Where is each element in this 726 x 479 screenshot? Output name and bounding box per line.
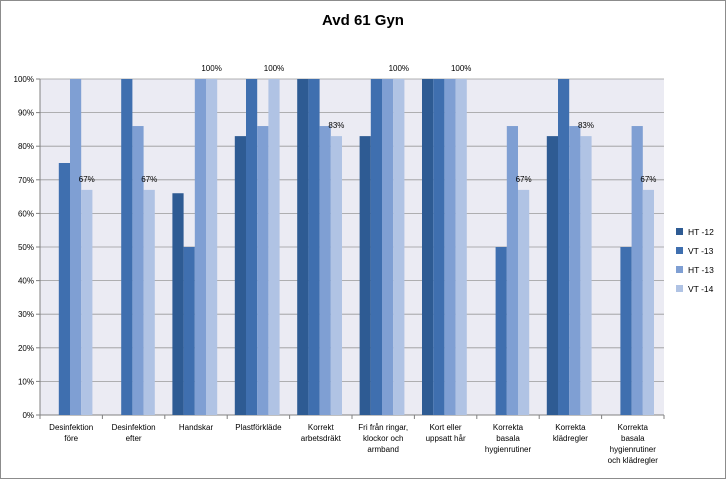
legend-item: VT -14 [676, 279, 722, 298]
y-tick-label: 30% [18, 310, 34, 319]
y-tick-label: 40% [18, 277, 34, 286]
bar [81, 189, 93, 415]
y-tick-label: 80% [18, 142, 34, 151]
legend-swatch [676, 247, 683, 254]
bar [246, 79, 258, 415]
legend-label: HT -12 [688, 226, 714, 237]
bar [183, 247, 195, 415]
bar [546, 136, 558, 415]
bar [58, 163, 70, 415]
bar [257, 126, 269, 415]
category-label: klockor och [363, 434, 403, 443]
bar [370, 79, 382, 415]
chart-title: Avd 61 Gyn [322, 12, 404, 29]
legend-swatch [676, 285, 683, 292]
legend: HT -12 VT -13 HT -13 VT -14 [676, 222, 722, 298]
y-tick-label: 10% [18, 377, 34, 386]
bar [444, 79, 456, 415]
bar [206, 79, 218, 415]
bar [121, 79, 133, 415]
category-label: Korrekt [308, 423, 335, 432]
legend-label: VT -13 [688, 245, 714, 256]
category-label: hygienrutiner [610, 445, 657, 454]
legend-item: VT -13 [676, 241, 722, 260]
category-label: Korrekta [618, 423, 649, 432]
data-label: 67% [516, 175, 532, 184]
y-tick-label: 90% [18, 109, 34, 118]
category-label: hygienrutiner [485, 445, 532, 454]
y-tick-label: 60% [18, 209, 34, 218]
legend-item: HT -13 [676, 260, 722, 279]
bar [495, 247, 507, 415]
legend-swatch [676, 266, 683, 273]
category-label: och klädregler [608, 456, 659, 465]
category-label: Handskar [179, 423, 214, 432]
category-label: Kort eller [430, 423, 462, 432]
data-label: 67% [79, 175, 95, 184]
bar [382, 79, 394, 415]
bar [620, 247, 632, 415]
bar [70, 79, 82, 415]
category-label: Desinfektion [49, 423, 93, 432]
category-label: basala [496, 434, 520, 443]
bar [359, 136, 371, 415]
y-tick-label: 0% [22, 411, 34, 420]
data-label: 100% [451, 64, 471, 73]
category-label: efter [126, 434, 142, 443]
bar [518, 189, 530, 415]
category-label: armband [367, 445, 399, 454]
data-label: 83% [578, 121, 594, 130]
y-tick-label: 20% [18, 344, 34, 353]
legend-item: HT -12 [676, 222, 722, 241]
category-label: före [64, 434, 78, 443]
bar [422, 79, 434, 415]
legend-label: VT -14 [688, 283, 714, 294]
bar [143, 189, 155, 415]
data-label: 100% [389, 64, 409, 73]
category-label: klädregler [553, 434, 588, 443]
bar [569, 126, 581, 415]
bar [642, 189, 654, 415]
category-label: Korrekta [493, 423, 524, 432]
category-label: Plastförkläde [235, 423, 282, 432]
bar [330, 136, 342, 415]
category-label: Fri från ringar, [358, 423, 408, 432]
y-tick-label: 70% [18, 176, 34, 185]
data-label: 67% [141, 175, 157, 184]
data-label: 83% [328, 121, 344, 130]
bar [433, 79, 445, 415]
bar [308, 79, 320, 415]
data-label: 100% [264, 64, 284, 73]
category-label: uppsatt hår [426, 434, 466, 443]
category-label: Korrekta [555, 423, 586, 432]
bar [194, 79, 206, 415]
bar [319, 126, 331, 415]
legend-swatch [676, 228, 683, 235]
bar [172, 193, 184, 415]
legend-label: HT -13 [688, 264, 714, 275]
bar [268, 79, 280, 415]
category-label: arbetsdräkt [301, 434, 342, 443]
bar [297, 79, 309, 415]
y-tick-label: 100% [14, 75, 34, 84]
bar [132, 126, 144, 415]
bar [631, 126, 643, 415]
data-label: 100% [201, 64, 221, 73]
bar [234, 136, 246, 415]
bar [393, 79, 405, 415]
y-tick-label: 50% [18, 243, 34, 252]
category-label: basala [621, 434, 645, 443]
bar [558, 79, 570, 415]
bar [455, 79, 467, 415]
bar [580, 136, 592, 415]
bar [506, 126, 518, 415]
data-label: 67% [640, 175, 656, 184]
category-label: Desinfektion [112, 423, 156, 432]
